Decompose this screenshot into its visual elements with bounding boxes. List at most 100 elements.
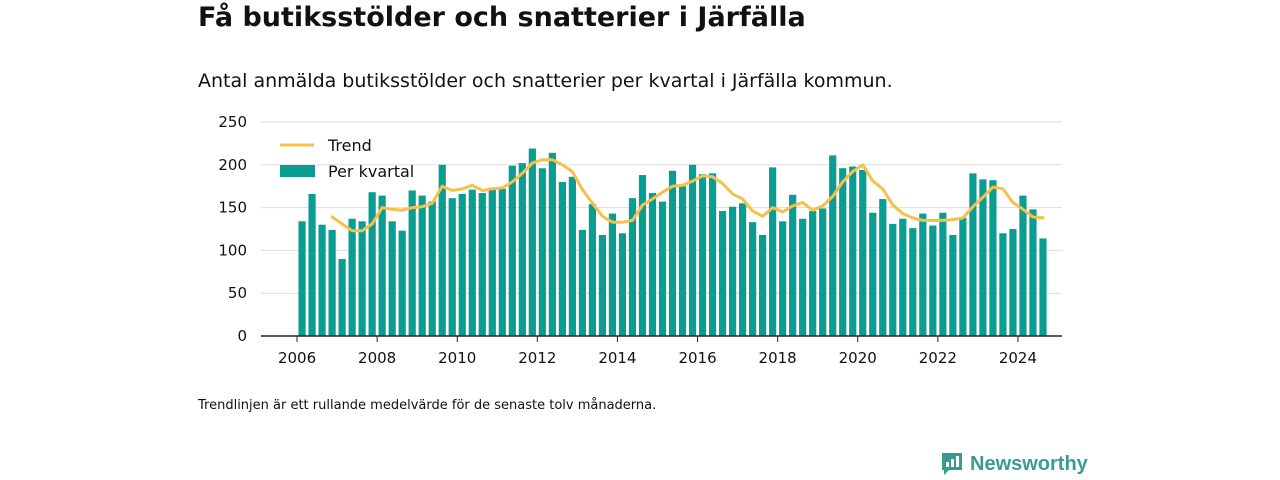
bar [939,212,947,336]
bar [438,164,446,336]
bar [799,218,807,336]
x-tick-label: 2020 [839,349,877,367]
bar [478,193,486,336]
x-tick-label: 2022 [919,349,957,367]
trend-line [330,158,1045,233]
bar [448,198,456,336]
y-axis: 0 50 100 150 200 250 [218,113,247,345]
bar [348,218,356,336]
bar [338,258,346,336]
bar [859,169,867,336]
bar [458,193,466,336]
bar [769,167,777,336]
y-tick-label: 250 [218,113,247,131]
y-tick-label: 100 [218,241,247,259]
x-tick-label: 2016 [678,349,716,367]
bar [398,230,406,336]
bar [1039,238,1047,336]
chart-subtitle: Antal anmälda butiksstölder och snatteri… [198,70,893,92]
bar [508,165,516,336]
bar [1019,195,1027,336]
bar [708,173,717,336]
bar [989,180,997,336]
bar [749,222,757,336]
x-axis: 2006 2008 2010 2012 2014 2016 2018 2020 2022 2024 [278,336,1037,367]
bar [588,204,597,336]
y-tick-label: 200 [218,156,247,174]
legend-bar-swatch [280,165,315,177]
bar [618,233,627,336]
x-tick-label: 2008 [358,349,396,367]
bar [879,199,887,336]
bar [949,234,957,336]
x-tick-label: 2024 [999,349,1037,367]
newsworthy-logo-icon [942,453,962,475]
x-tick-label: 2018 [759,349,797,367]
bar [568,176,576,336]
bar [829,155,837,336]
bar [789,194,797,336]
x-tick-label: 2006 [278,349,316,367]
footnote: Trendlinjen är ett rullande medelvärde f… [198,398,657,413]
bar [959,217,967,336]
bar [718,211,727,336]
bar [969,173,977,336]
bar [658,201,667,336]
bar [408,190,416,336]
x-tick-label: 2012 [518,349,556,367]
legend-bar-label: Per kvartal [328,162,414,181]
bar [869,212,877,336]
bar [388,221,396,336]
bar [428,201,436,336]
brand-logo[interactable]: Newsworthy [940,451,1088,477]
bar-series [298,148,1047,336]
bar [358,221,366,336]
bar [668,170,677,336]
bar [819,208,827,336]
bar [518,163,526,336]
bar [418,195,426,336]
bar [318,224,326,336]
bar [889,223,897,336]
x-tick-label: 2010 [438,349,476,367]
bar [498,188,506,336]
bar [488,187,496,336]
bar [678,186,687,336]
bar [1029,209,1037,336]
bar [728,206,737,336]
y-tick-label: 50 [228,284,247,302]
bar [929,225,937,336]
bar [809,211,817,336]
legend: Trend Per kvartal [280,136,414,181]
bar [468,189,476,336]
bar [979,179,987,336]
bar [328,229,336,336]
bar [308,193,316,336]
bar [548,152,556,336]
bar [558,181,566,336]
bar [378,195,386,336]
bar [899,218,907,336]
legend-trend-label: Trend [327,136,372,155]
bar [638,175,647,336]
bar [759,234,767,336]
bar [738,203,747,336]
bar [688,164,697,336]
bar-chart: 0 50 100 150 200 250 2006 2008 2010 2012 2014 2016… [218,113,1062,367]
y-tick-label: 0 [237,327,247,345]
bar [919,213,927,336]
bar [698,174,707,336]
bar [999,233,1007,336]
bar [298,221,306,336]
bar [1009,229,1017,336]
bar [538,168,546,336]
brand-name: Newsworthy [970,452,1088,475]
bar [648,193,657,336]
bar [578,229,587,336]
bar [849,166,857,336]
bar [598,234,607,336]
chart-title: Få butiksstölder och snatterier i Järfäl… [198,2,806,33]
bar [909,228,917,336]
y-tick-label: 150 [218,199,247,217]
bar [628,198,637,336]
